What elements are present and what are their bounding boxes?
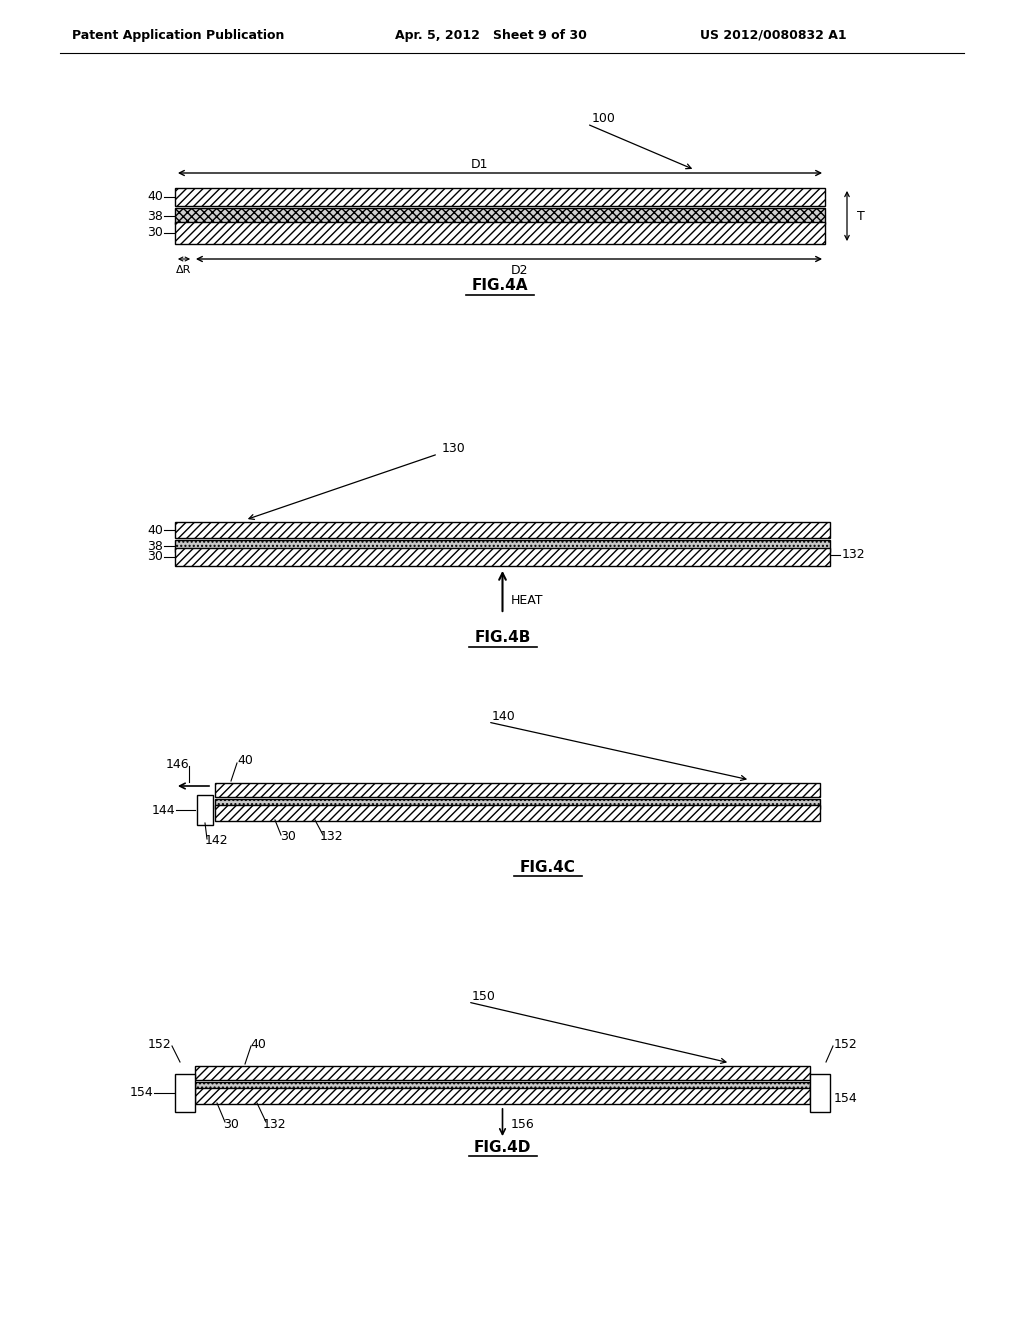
Bar — [175, 1074, 195, 1111]
Bar — [175, 521, 830, 539]
Text: FIG.4B: FIG.4B — [474, 631, 530, 645]
Text: D2: D2 — [510, 264, 527, 276]
Text: HEAT: HEAT — [511, 594, 543, 607]
Text: 40: 40 — [237, 755, 253, 767]
Text: 146: 146 — [165, 758, 189, 771]
Bar — [215, 783, 820, 797]
Bar — [175, 187, 825, 206]
Text: 38: 38 — [147, 210, 163, 223]
Text: FIG.4A: FIG.4A — [472, 279, 528, 293]
Text: 156: 156 — [511, 1118, 535, 1130]
Text: 142: 142 — [205, 834, 228, 847]
Text: 100: 100 — [592, 112, 615, 125]
Text: 152: 152 — [147, 1038, 171, 1051]
Text: 144: 144 — [152, 804, 175, 817]
Text: 152: 152 — [834, 1038, 858, 1051]
Text: Apr. 5, 2012   Sheet 9 of 30: Apr. 5, 2012 Sheet 9 of 30 — [395, 29, 587, 41]
Text: 40: 40 — [147, 524, 163, 536]
Text: 40: 40 — [250, 1038, 266, 1051]
Bar — [215, 805, 820, 821]
Text: D1: D1 — [471, 157, 488, 170]
Text: 150: 150 — [472, 990, 496, 1002]
Text: FIG.4C: FIG.4C — [519, 859, 575, 874]
Text: 130: 130 — [442, 441, 466, 454]
Bar — [195, 1067, 810, 1080]
Text: 140: 140 — [492, 710, 516, 722]
Bar — [195, 1088, 810, 1104]
Text: 132: 132 — [842, 549, 865, 561]
Text: 132: 132 — [319, 830, 344, 843]
Bar — [175, 548, 830, 566]
Text: ΔR: ΔR — [176, 265, 191, 275]
Bar — [195, 1082, 810, 1092]
Bar — [175, 222, 825, 244]
Bar — [175, 540, 830, 552]
Bar — [215, 799, 820, 809]
Bar — [810, 1074, 830, 1111]
Text: Patent Application Publication: Patent Application Publication — [72, 29, 285, 41]
Bar — [197, 795, 213, 825]
Text: 40: 40 — [147, 190, 163, 203]
Text: 154: 154 — [129, 1086, 153, 1100]
Bar — [175, 209, 825, 224]
Text: 30: 30 — [147, 227, 163, 239]
Text: T: T — [857, 210, 864, 223]
Text: 132: 132 — [263, 1118, 287, 1130]
Text: 30: 30 — [280, 830, 296, 843]
Text: FIG.4D: FIG.4D — [474, 1139, 531, 1155]
Text: US 2012/0080832 A1: US 2012/0080832 A1 — [700, 29, 847, 41]
Text: 30: 30 — [223, 1118, 239, 1130]
Text: 30: 30 — [147, 550, 163, 564]
Text: 38: 38 — [147, 540, 163, 553]
Text: 154: 154 — [834, 1093, 858, 1106]
